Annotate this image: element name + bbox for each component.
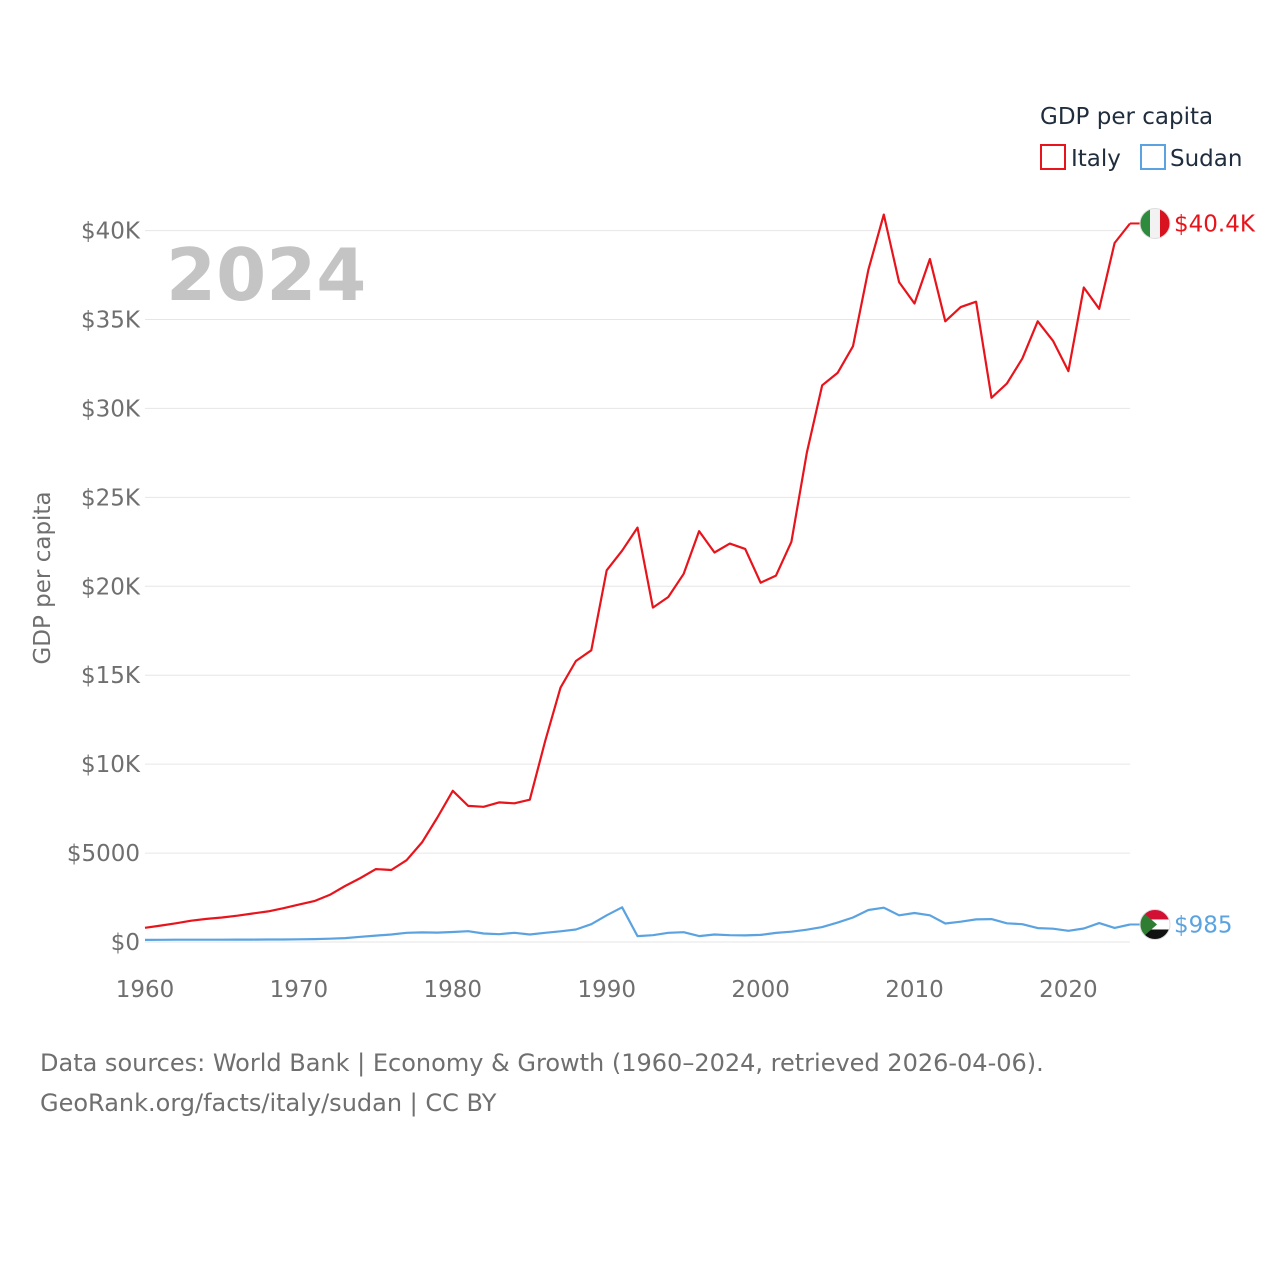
y-tick-label: $20K [81,574,141,600]
legend-label-italy[interactable]: Italy [1071,146,1121,172]
x-tick-label: 1990 [577,977,636,1003]
series-line-italy [144,213,1131,929]
y-tick-label: $15K [81,663,141,689]
x-tick-label: 1980 [424,977,483,1003]
y-tick-label: $35K [81,308,141,334]
legend-swatch-sudan[interactable] [1140,144,1166,170]
y-tick-label: $25K [81,485,141,511]
legend: GDP per capita Italy Sudan [1040,104,1242,172]
legend-swatch-italy[interactable] [1040,144,1066,170]
y-axis-label: GDP per capita [30,491,56,664]
gdp-line-chart: $0 $5000 $10K $15K $20K $25K $30K $35K $40K 1960… [30,104,1256,1003]
x-axis-ticks: 1960 1970 1980 1990 2000 2010 2020 [116,977,1098,1003]
legend-title: GDP per capita [1040,104,1213,130]
x-tick-label: 2020 [1039,977,1098,1003]
year-label: 2024 [166,233,366,317]
y-tick-label: $30K [81,396,141,422]
y-tick-label: $0 [111,930,140,956]
gridlines [145,230,1130,943]
x-tick-label: 1970 [270,977,329,1003]
y-tick-label: $5000 [67,841,140,867]
x-tick-label: 2000 [731,977,790,1003]
data-sources-text: Data sources: World Bank | Economy & Gro… [40,1049,1044,1077]
y-axis-ticks: $0 $5000 $10K $15K $20K $25K $30K $35K $40K [67,219,141,956]
series-line-sudan [144,906,1131,942]
footer: Data sources: World Bank | Economy & Gro… [40,1043,1044,1123]
x-tick-label: 2010 [885,977,944,1003]
source-link[interactable]: GeoRank.org/facts/italy/sudan | CC BY [40,1089,497,1117]
y-tick-label: $40K [81,219,141,245]
sudan-flag-icon [1139,908,1171,940]
end-value-label-italy: $40.4K [1174,211,1256,237]
legend-label-sudan[interactable]: Sudan [1170,146,1242,172]
y-tick-label: $10K [81,752,141,778]
series-end-markers: $40.4K $985 [1130,207,1256,940]
italy-flag-icon [1139,207,1171,239]
series-lines [144,213,1131,942]
end-value-label-sudan: $985 [1174,912,1233,938]
x-tick-label: 1960 [116,977,175,1003]
